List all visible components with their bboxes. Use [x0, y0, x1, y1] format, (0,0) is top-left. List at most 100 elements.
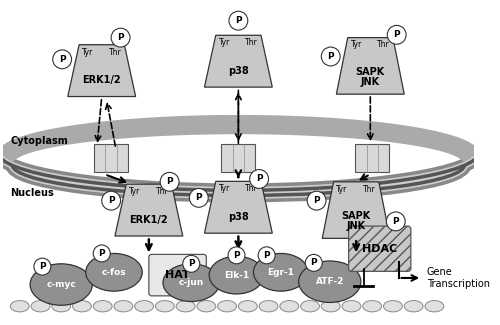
Circle shape — [52, 50, 72, 69]
Ellipse shape — [31, 301, 50, 312]
Text: Tyr: Tyr — [129, 187, 140, 196]
Circle shape — [228, 247, 245, 264]
FancyBboxPatch shape — [222, 144, 256, 172]
Circle shape — [306, 254, 322, 271]
Text: Gene
Transcription: Gene Transcription — [427, 267, 490, 289]
Ellipse shape — [93, 301, 112, 312]
Ellipse shape — [259, 301, 278, 312]
Circle shape — [102, 191, 120, 210]
Text: P: P — [98, 249, 105, 258]
Text: P: P — [256, 175, 262, 184]
Text: P: P — [233, 251, 240, 260]
Ellipse shape — [300, 301, 320, 312]
Ellipse shape — [10, 301, 29, 312]
Text: JNK: JNK — [360, 77, 380, 87]
Text: P: P — [310, 258, 317, 267]
Text: SAPK: SAPK — [356, 67, 385, 77]
Text: P: P — [328, 52, 334, 61]
Text: P: P — [394, 30, 400, 39]
Ellipse shape — [342, 301, 361, 312]
Text: JNK: JNK — [346, 221, 366, 231]
Circle shape — [160, 172, 179, 191]
Ellipse shape — [52, 301, 70, 312]
Ellipse shape — [298, 261, 361, 303]
Ellipse shape — [209, 256, 264, 294]
Ellipse shape — [425, 301, 444, 312]
Text: P: P — [314, 196, 320, 205]
Circle shape — [183, 255, 200, 272]
Polygon shape — [0, 115, 478, 165]
Circle shape — [229, 11, 248, 30]
Text: Thr: Thr — [109, 47, 122, 57]
Text: P: P — [392, 217, 399, 226]
Polygon shape — [336, 38, 404, 94]
Text: HDAC: HDAC — [362, 244, 398, 254]
Ellipse shape — [404, 301, 423, 312]
Circle shape — [34, 258, 51, 275]
Ellipse shape — [114, 301, 133, 312]
Polygon shape — [115, 184, 183, 236]
Text: Nucleus: Nucleus — [10, 188, 54, 198]
Text: Thr: Thr — [378, 40, 390, 49]
Text: P: P — [118, 33, 124, 42]
Ellipse shape — [197, 301, 216, 312]
Text: Elk-1: Elk-1 — [224, 271, 249, 280]
Text: P: P — [39, 262, 46, 271]
Ellipse shape — [86, 254, 142, 291]
Polygon shape — [68, 45, 136, 97]
Ellipse shape — [176, 301, 195, 312]
FancyBboxPatch shape — [149, 254, 206, 296]
Text: Egr-1: Egr-1 — [268, 268, 294, 277]
Text: c-jun: c-jun — [178, 278, 204, 287]
Text: Tyr: Tyr — [350, 40, 362, 49]
Polygon shape — [204, 35, 272, 87]
Text: HAT: HAT — [164, 270, 190, 280]
Ellipse shape — [72, 301, 92, 312]
Text: Thr: Thr — [156, 187, 168, 196]
Ellipse shape — [254, 254, 308, 291]
Ellipse shape — [384, 301, 402, 312]
Circle shape — [386, 212, 405, 231]
Circle shape — [190, 188, 208, 207]
Circle shape — [258, 247, 275, 264]
Text: p38: p38 — [228, 66, 249, 76]
FancyBboxPatch shape — [348, 226, 411, 271]
Polygon shape — [322, 182, 390, 238]
Text: Tyr: Tyr — [82, 47, 93, 57]
FancyBboxPatch shape — [355, 144, 389, 172]
Text: P: P — [166, 177, 173, 186]
Ellipse shape — [30, 264, 92, 305]
Text: P: P — [59, 55, 66, 64]
Text: Cytoplasm: Cytoplasm — [10, 136, 68, 146]
Text: P: P — [196, 193, 202, 202]
Polygon shape — [204, 181, 272, 233]
Text: c-myc: c-myc — [46, 280, 76, 289]
Circle shape — [388, 25, 406, 44]
Ellipse shape — [322, 301, 340, 312]
Circle shape — [250, 170, 268, 188]
Text: Thr: Thr — [246, 38, 258, 47]
Text: Tyr: Tyr — [218, 38, 230, 47]
Text: Thr: Thr — [246, 184, 258, 193]
Text: c-fos: c-fos — [102, 268, 126, 277]
Circle shape — [111, 28, 130, 47]
Ellipse shape — [280, 301, 298, 312]
Ellipse shape — [156, 301, 174, 312]
Text: ATF-2: ATF-2 — [316, 277, 344, 286]
Text: Tyr: Tyr — [218, 184, 230, 193]
Ellipse shape — [238, 301, 257, 312]
Circle shape — [93, 245, 110, 262]
Text: P: P — [108, 196, 114, 205]
Text: P: P — [235, 16, 242, 25]
Text: p38: p38 — [228, 212, 249, 222]
Text: P: P — [188, 259, 194, 268]
Ellipse shape — [134, 301, 154, 312]
Ellipse shape — [218, 301, 236, 312]
Ellipse shape — [163, 264, 220, 302]
Text: ERK1/2: ERK1/2 — [130, 214, 168, 225]
Circle shape — [322, 47, 340, 66]
Text: ERK1/2: ERK1/2 — [82, 75, 121, 85]
Text: Tyr: Tyr — [336, 185, 347, 194]
Circle shape — [307, 191, 326, 210]
Text: P: P — [264, 251, 270, 260]
